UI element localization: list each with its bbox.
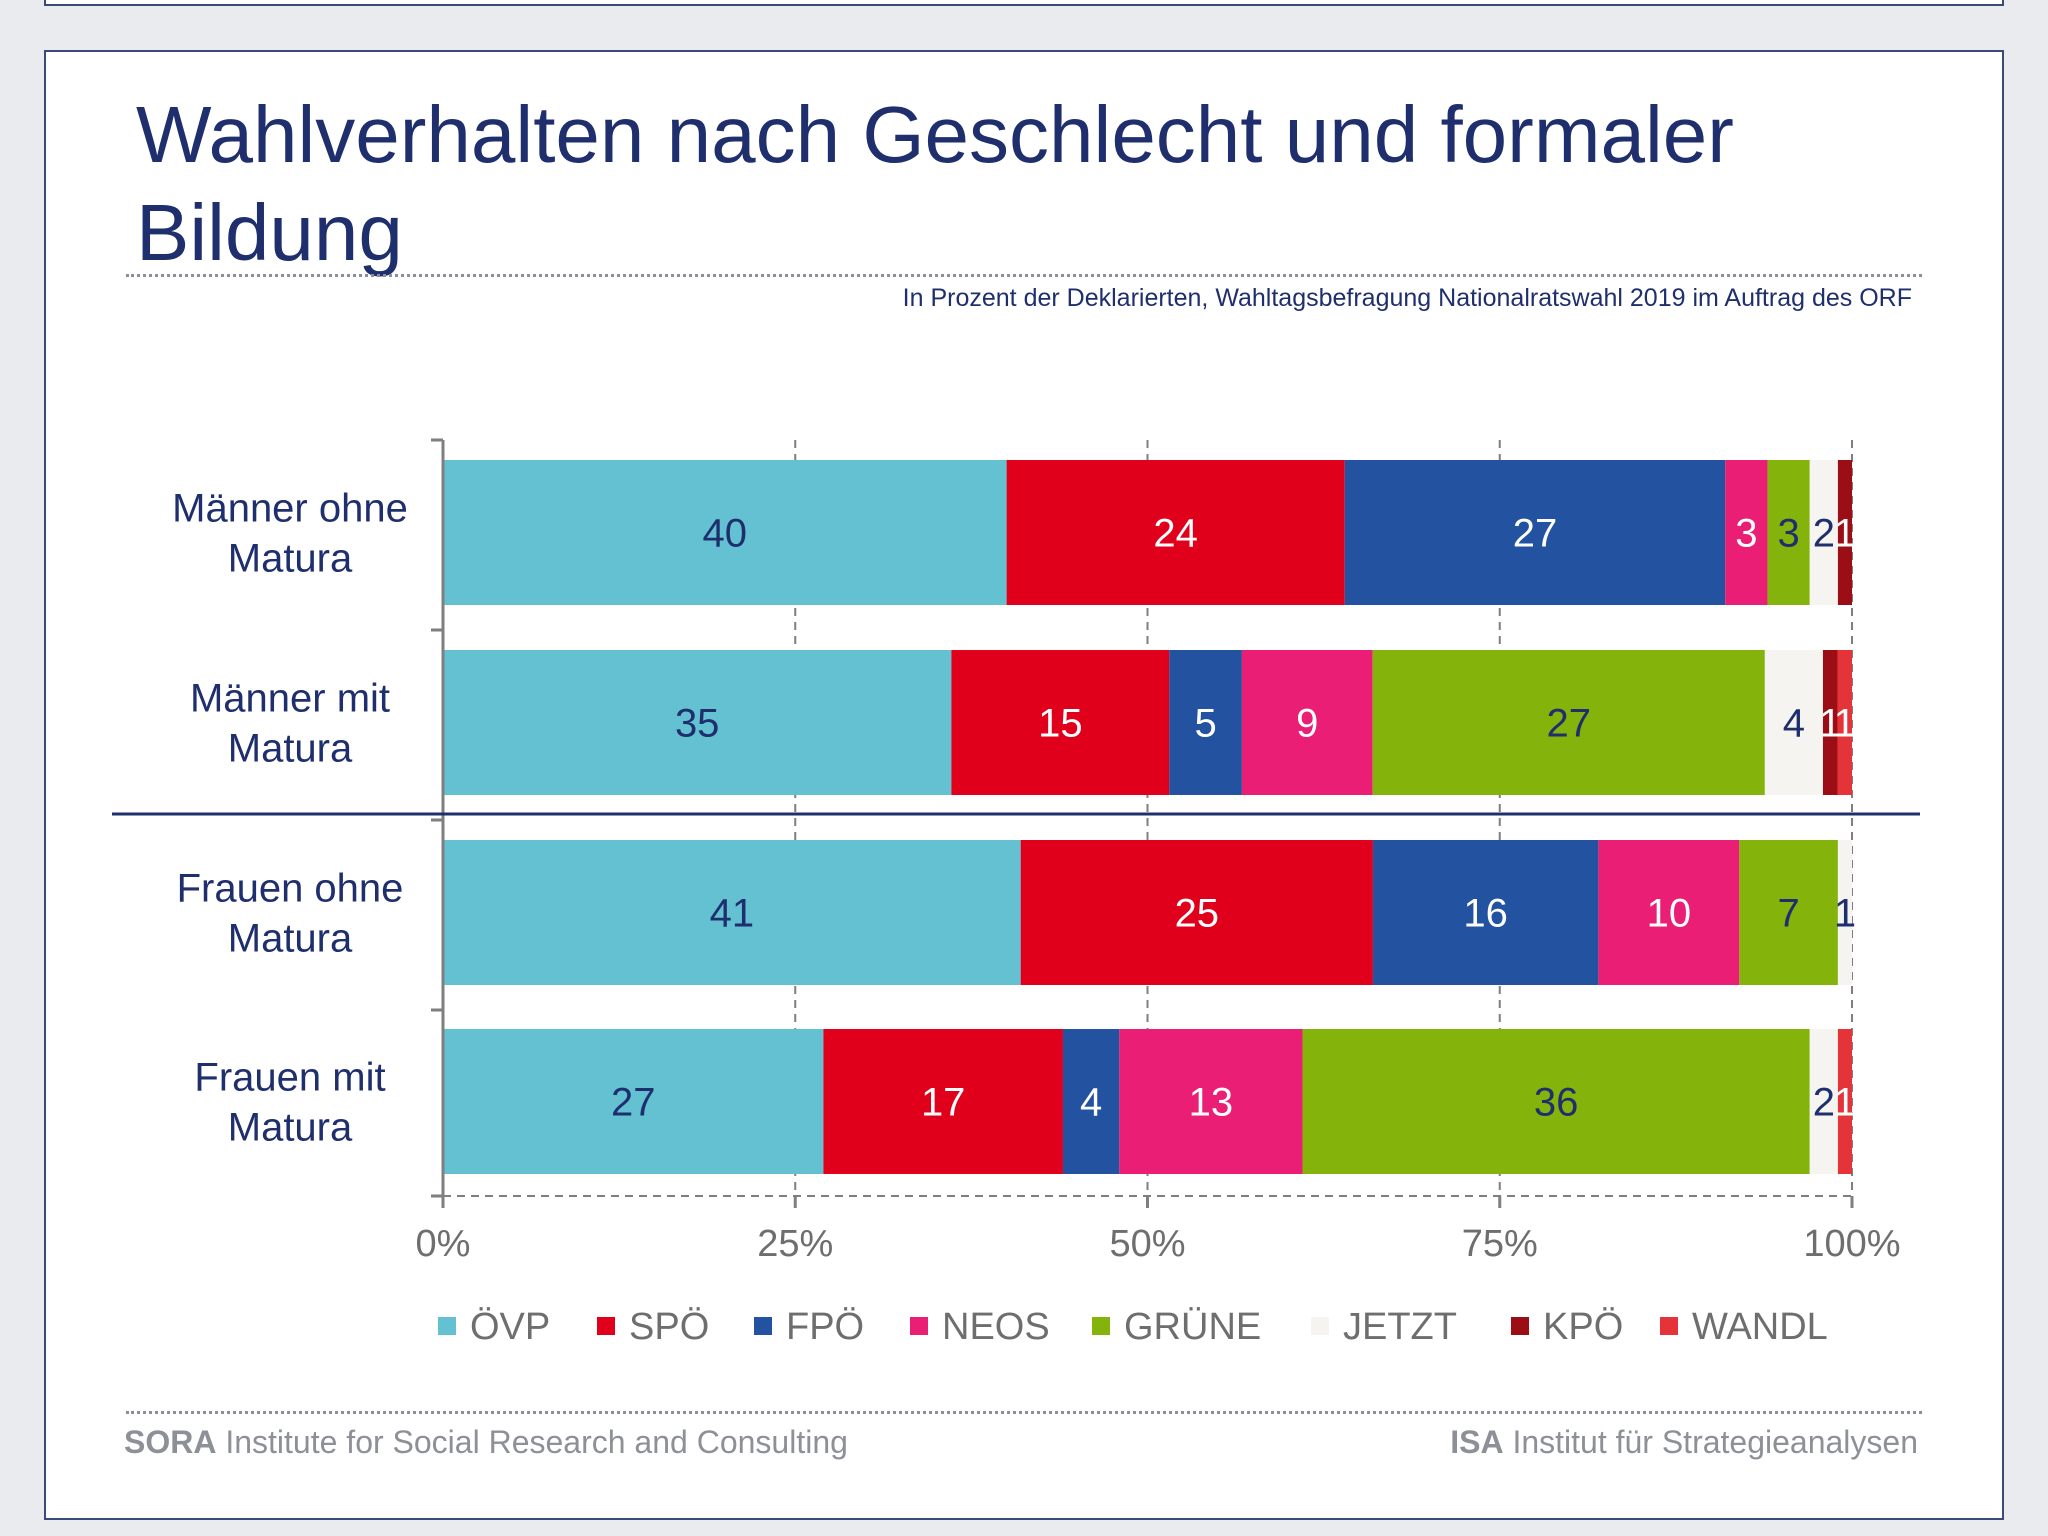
data-label: 13 [1189,1081,1234,1125]
legend-label: SPÖ [629,1306,709,1348]
legend-swatch [1511,1317,1529,1335]
data-label: 36 [1534,1081,1579,1125]
bar-segment [1809,1029,1838,1174]
bar-segment [1020,840,1373,985]
footer-right: ISA Institut für Strategieanalysen [1450,1424,1918,1461]
bar-segment [443,650,952,795]
bar-segment [1372,650,1765,795]
data-label: 24 [1153,512,1198,556]
bar-segment [1006,460,1345,605]
data-label: 1 [1834,892,1856,936]
bar-segment [443,1029,824,1174]
isa-logo-text: ISA [1450,1424,1504,1460]
bar-segment [1119,1029,1303,1174]
category-label: Frauen mit Matura [194,1056,385,1150]
category-label: Männer mit Matura [190,677,390,771]
x-tick-label: 50% [1109,1223,1185,1265]
bar-segment [443,460,1007,605]
bar-segment [1837,650,1852,795]
data-label: 3 [1735,512,1757,556]
category-label: Frauen ohne Matura [177,867,404,961]
legend-label: JETZT [1343,1306,1457,1348]
data-label: 2 [1813,1081,1835,1125]
data-label: 9 [1296,702,1318,746]
bar-segment [951,650,1170,795]
bar-segment [1809,460,1838,605]
bar-segment [1822,650,1838,795]
data-label: 15 [1038,702,1083,746]
data-label: 7 [1777,892,1799,936]
bar-segment [1169,650,1242,795]
data-label: 41 [710,892,755,936]
bar-segment [1837,840,1852,985]
data-label: 1 [1834,512,1856,556]
legend-swatch [754,1317,772,1335]
data-label: 5 [1194,702,1216,746]
data-label: 27 [1546,702,1591,746]
legend-label: WANDL [1692,1306,1828,1348]
legend-swatch [597,1317,615,1335]
sora-logo-text: SORA [124,1424,217,1460]
legend-swatch [1092,1317,1110,1335]
bar-segment [1837,1029,1852,1174]
sora-name: Institute for Social Research and Consul… [225,1424,848,1460]
legend-label: NEOS [942,1306,1050,1348]
data-label: 10 [1647,892,1692,936]
data-label: 16 [1463,892,1508,936]
x-tick-label: 0% [416,1223,471,1265]
legend-swatch [1660,1317,1678,1335]
data-label: 35 [675,702,720,746]
bar-segment [1372,840,1599,985]
isa-name: Institut für Strategieanalysen [1512,1424,1918,1460]
footer-divider [126,1411,1922,1414]
data-label: 17 [921,1081,966,1125]
data-label: 1 [1834,1081,1856,1125]
legend-label: ÖVP [470,1306,550,1348]
bar-segment [823,1029,1063,1174]
bar-segment [1725,460,1768,605]
bar-segment [1767,460,1810,605]
chart-subtitle: In Prozent der Deklarierten, Wahltagsbef… [902,284,1912,312]
category-label: Männer ohne Matura [172,487,408,581]
bar-segment [1302,1029,1810,1174]
data-label: 3 [1777,512,1799,556]
legend-swatch [1311,1317,1329,1335]
bar-segment [1739,840,1838,985]
x-tick-label: 100% [1803,1223,1900,1265]
legend-label: FPÖ [786,1306,864,1348]
bar-segment [1241,650,1373,795]
data-label: 27 [611,1081,656,1125]
data-label: 2 [1813,512,1835,556]
data-label: 25 [1175,892,1220,936]
x-tick-label: 75% [1462,1223,1538,1265]
legend-swatch [910,1317,928,1335]
data-label: 4 [1080,1081,1102,1125]
data-label: 1 [1834,702,1856,746]
x-tick-label: 25% [757,1223,833,1265]
title-divider [126,274,1922,277]
previous-slide-edge [44,0,2004,6]
data-label: 4 [1783,702,1805,746]
bar-segment [443,840,1021,985]
bar-segment [1837,460,1852,605]
footer-left: SORA Institute for Social Research and C… [124,1424,848,1461]
bar-segment [1764,650,1823,795]
legend-label: KPÖ [1543,1306,1623,1348]
data-label: 27 [1513,512,1558,556]
data-label: 40 [703,512,748,556]
bar-segment [1062,1029,1120,1174]
legend-label: GRÜNE [1124,1306,1261,1348]
legend-swatch [438,1317,456,1335]
bar-segment [1598,840,1740,985]
bar-segment [1344,460,1726,605]
data-label: 1 [1819,702,1841,746]
page-title: Wahlverhalten nach Geschlecht und formal… [136,90,1734,277]
